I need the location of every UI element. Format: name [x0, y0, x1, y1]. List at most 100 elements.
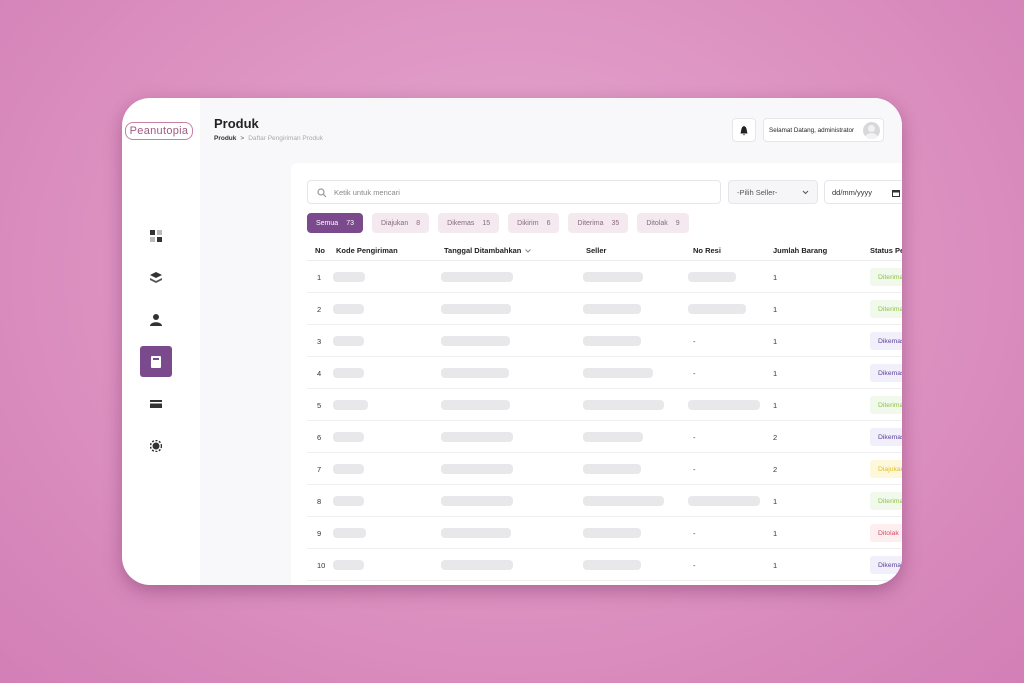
sort-icon[interactable]: [525, 248, 532, 253]
content-panel: Ketik untuk mencari -Pilih Seller- dd/mm…: [291, 163, 902, 585]
status-tab[interactable]: Diajukan 8: [371, 213, 430, 233]
row-number: 1: [317, 273, 322, 282]
item-count: 1: [773, 529, 778, 538]
skeleton-cell: [333, 272, 365, 282]
item-count: 1: [773, 497, 778, 506]
status-badge: Diajukan: [870, 460, 902, 478]
row-number: 4: [317, 369, 322, 378]
skeleton-cell: [333, 400, 368, 410]
brand-logo[interactable]: Peanutopia: [125, 122, 193, 140]
tab-count: 8: [416, 219, 421, 227]
main-area: Produk Produk > Daftar Pengiriman Produk…: [200, 98, 902, 585]
status-tab[interactable]: Dikemas 15: [438, 213, 500, 233]
header-divider: [307, 260, 902, 261]
row-number: 8: [317, 497, 322, 506]
table-row[interactable]: 3 - 1 Dikemas: [307, 325, 902, 357]
tab-count: 9: [675, 219, 680, 227]
skeleton-cell: [688, 304, 746, 314]
skeleton-cell: [333, 304, 364, 314]
breadcrumb-item[interactable]: Produk: [214, 135, 237, 142]
skeleton-cell: [583, 432, 643, 442]
nav-item[interactable]: [140, 388, 172, 419]
table-row[interactable]: 10 - 1 Dikemas: [307, 549, 902, 581]
skeleton-cell: [333, 496, 364, 506]
nav-item[interactable]: [140, 430, 172, 461]
status-tab[interactable]: Semua 73: [307, 213, 363, 233]
skeleton-cell: [441, 368, 509, 378]
tab-count: 35: [611, 219, 620, 227]
skeleton-cell: [688, 400, 760, 410]
seller-select[interactable]: -Pilih Seller-: [728, 180, 818, 204]
app-window: Peanutopia Produk Produk > Daftar Pengir…: [122, 98, 902, 585]
item-count: 1: [773, 369, 778, 378]
nav-icon: [151, 355, 161, 368]
column-header: No: [315, 246, 325, 255]
date-placeholder: dd/mm/yyyy: [832, 187, 873, 197]
status-badge: Dikemas: [870, 428, 902, 446]
tracking-number: -: [693, 561, 696, 570]
status-tab[interactable]: Diterima 35: [568, 213, 629, 233]
date-input[interactable]: dd/mm/yyyy: [824, 180, 902, 204]
chevron: [802, 190, 809, 195]
search-input[interactable]: Ketik untuk mencari: [307, 180, 721, 204]
column-header: Kode Pengiriman: [336, 246, 398, 255]
user-menu[interactable]: Selamat Datang, administrator: [763, 118, 884, 142]
status-badge: Dikemas: [870, 556, 902, 574]
nav-icon: [150, 229, 162, 242]
nav-item[interactable]: [140, 220, 172, 251]
item-count: 1: [773, 305, 778, 314]
skeleton-cell: [583, 368, 653, 378]
search-placeholder: Ketik untuk mencari: [334, 187, 400, 197]
tab-label: Semua: [316, 219, 339, 227]
tracking-number: -: [693, 529, 696, 538]
table-row[interactable]: 5 1 Diterima: [307, 389, 902, 421]
column-header[interactable]: Tanggal Ditambahkan: [444, 246, 532, 255]
row-number: 3: [317, 337, 322, 346]
column-title: Kode Pengiriman: [336, 246, 398, 255]
status-badge: Dikemas: [870, 332, 902, 350]
nav-item[interactable]: [140, 262, 172, 293]
skeleton-cell: [441, 336, 510, 346]
tracking-number: -: [693, 337, 696, 346]
greeting: Selamat Datang, administrator: [769, 126, 855, 134]
tab-label: Dikirim: [517, 219, 539, 227]
skeleton-cell: [583, 304, 641, 314]
nav-item[interactable]: [140, 304, 172, 335]
status-tab[interactable]: Ditolak 9: [637, 213, 689, 233]
tab-label: Ditolak: [646, 219, 668, 227]
notification-button[interactable]: [732, 118, 756, 142]
table-row[interactable]: 2 1 Diterima: [307, 293, 902, 325]
tab-count: 15: [482, 219, 491, 227]
avatar: [863, 122, 880, 139]
table-row[interactable]: 1 1 Diterima: [307, 261, 902, 293]
tab-count: 6: [546, 219, 551, 227]
skeleton-cell: [583, 560, 641, 570]
status-tabs: Semua 73 Diajukan 8 Dikemas 15 Dikirim 6 Diterim…: [307, 213, 689, 233]
nav-item-active[interactable]: [140, 346, 172, 377]
column-header: No Resi: [693, 246, 721, 255]
table-row[interactable]: 9 - 1 Ditolak: [307, 517, 902, 549]
status-tab[interactable]: Dikirim 6: [508, 213, 560, 233]
status-badge: Diterima: [870, 396, 902, 414]
column-title: No Resi: [693, 246, 721, 255]
status-badge: Diterima: [870, 492, 902, 510]
tab-label: Dikemas: [447, 219, 475, 227]
skeleton-cell: [583, 464, 641, 474]
row-number: 5: [317, 401, 322, 410]
page-title: Produk: [214, 116, 259, 131]
breadcrumb: Produk > Daftar Pengiriman Produk: [214, 135, 323, 142]
breadcrumb-separator: >: [240, 135, 245, 142]
breadcrumb-item: Daftar Pengiriman Produk: [248, 135, 323, 142]
skeleton-cell: [583, 528, 641, 538]
tab-count: 73: [346, 219, 354, 227]
skeleton-cell: [583, 400, 664, 410]
column-title: Status Pengiriman: [870, 246, 902, 255]
table-row[interactable]: 7 - 2 Diajukan: [307, 453, 902, 485]
table-row[interactable]: 8 1 Diterima: [307, 485, 902, 517]
tab-label: Diajukan: [380, 219, 409, 227]
tab-label: Diterima: [577, 219, 604, 227]
table-row[interactable]: 4 - 1 Dikemas: [307, 357, 902, 389]
table-row[interactable]: 6 - 2 Dikemas: [307, 421, 902, 453]
nav-icon: [150, 399, 162, 408]
